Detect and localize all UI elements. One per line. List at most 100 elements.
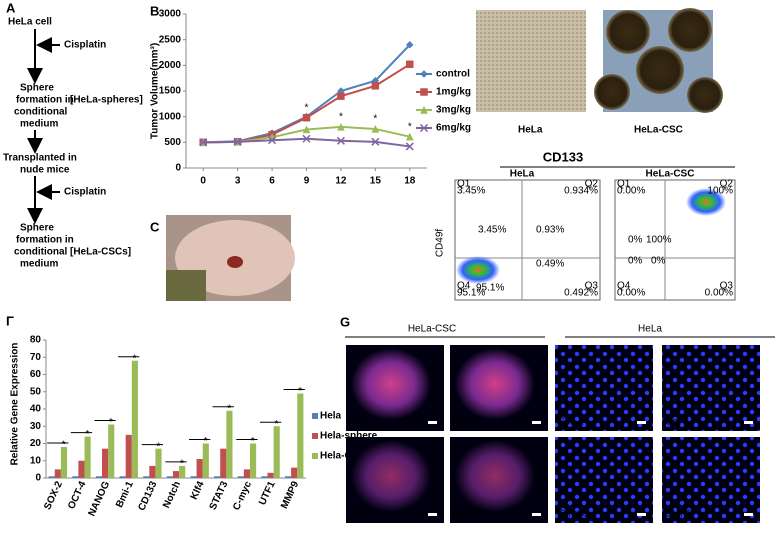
x-tick-label: 12: [335, 176, 347, 187]
quadrant-small-label: 0.934%: [564, 186, 598, 197]
quadrant: 0%: [628, 235, 643, 246]
sphere-stain: [455, 348, 535, 420]
annotation: *: [408, 121, 412, 132]
quadrant-small-label: 0.00%: [705, 288, 733, 299]
bar: [179, 465, 186, 478]
photos: HeLa HeLa-CSC: [476, 8, 723, 136]
cyto-ylabel: CD49f: [435, 229, 446, 258]
drug: Cisplatin: [64, 187, 106, 198]
hand: [166, 270, 206, 301]
significance: *: [62, 440, 66, 451]
bar: [60, 446, 68, 478]
bar: [226, 410, 233, 478]
bar: [95, 476, 103, 478]
x-tick-label: 6: [269, 176, 275, 187]
flow-start: HeLa cell: [8, 17, 52, 28]
mouse-photo: [166, 215, 295, 301]
legend-label: 3mg/kg: [436, 105, 471, 116]
flow-step: Sphere formation in conditional medium: [14, 83, 74, 130]
group-label: HeLa: [638, 324, 662, 335]
bar: [48, 476, 55, 478]
point: [420, 88, 428, 96]
bar: [131, 360, 138, 478]
cell-cloud: [686, 188, 726, 216]
tile-label: -myc: [349, 509, 371, 520]
scale-bar: [637, 513, 646, 516]
scale-bar: [428, 513, 437, 516]
bar: [214, 476, 221, 478]
scale-bar: [532, 421, 541, 424]
bar: [284, 476, 292, 478]
y-axis-label: Tumor Volume(mm³): [150, 43, 161, 139]
scale-bar: [744, 421, 753, 424]
point: [371, 137, 380, 146]
quadrant-small: Q13.45%Q20.934%Q30.492%Q495.1%Q10.00%Q21…: [457, 179, 733, 299]
bar: [220, 448, 227, 478]
significance: *: [85, 429, 89, 440]
x-tick-label: C-myc: [231, 479, 254, 512]
bar: [155, 448, 162, 478]
significance: *: [156, 441, 160, 452]
x-tick-label: 15: [370, 176, 382, 187]
quadrant-small-label: Q1: [457, 179, 471, 190]
quadrant: 0%: [628, 256, 643, 267]
flow-step-line: nude mice: [20, 165, 70, 176]
tile-label: Sox-2: [558, 417, 585, 428]
quadrant-small-label: 3.45%: [457, 186, 485, 197]
legend-label: control: [436, 69, 470, 80]
bar: [172, 471, 180, 478]
sphere: [668, 8, 712, 52]
point: [302, 134, 311, 143]
bar: [273, 426, 280, 478]
tile-label: BMI-1: [665, 509, 692, 520]
flow-diagram: A HeLa cell Cisplatin Sphere formation i…: [3, 0, 143, 269]
flow-step-line: conditional: [14, 247, 68, 258]
significance: *: [109, 417, 113, 428]
scale-bar: [637, 421, 646, 424]
quadrant-small-label: Q4: [617, 281, 631, 292]
y-tick-label: 30: [30, 421, 42, 432]
bar: [125, 434, 132, 478]
significance: *: [133, 353, 137, 364]
y-tick-label: 60: [30, 369, 42, 380]
x-tick-label: OCT-4: [66, 479, 89, 511]
significance: *: [251, 436, 255, 447]
quadrant: 0%: [651, 256, 666, 267]
cell-cloud: [456, 256, 500, 284]
x-tick-label: UTF1: [257, 479, 278, 507]
y-axis-label: Relative Gene Expression: [10, 343, 21, 466]
y-tick-label: 80: [30, 335, 42, 346]
annotation: *: [339, 112, 343, 123]
panel-label: G: [340, 314, 350, 329]
bar: [102, 448, 109, 478]
cyto-name: HeLa-CSC: [646, 169, 695, 180]
tile-label: ox-2: [349, 417, 369, 428]
sphere-stain: [351, 348, 431, 420]
sphere: [636, 46, 684, 94]
flow-step-line: medium: [20, 119, 58, 130]
significance: *: [180, 459, 184, 470]
y-tick-label: 0: [35, 473, 41, 484]
y-tick-label: 1000: [159, 111, 182, 122]
panel-label: A: [6, 0, 16, 15]
photo-label: HeLa: [518, 125, 543, 136]
cyto-name: HeLa: [510, 169, 535, 180]
significance: *: [298, 386, 302, 397]
quadrant-small-label: Q3: [720, 281, 734, 292]
flow-product: [HeLa-spheres]: [70, 95, 143, 106]
nuclei-stain: [662, 345, 760, 431]
quadrant-small-label: 100%: [707, 186, 733, 197]
y-tick-label: 3000: [159, 9, 182, 20]
point: [405, 132, 414, 141]
quadrant-small-label: Q3: [585, 281, 599, 292]
flow-step-line: medium: [20, 259, 58, 270]
y-tick-label: 1500: [159, 86, 182, 97]
significance: *: [204, 436, 208, 447]
legend-swatch: [312, 453, 318, 459]
legend-swatch: [312, 413, 318, 419]
quadrant: 3.45%: [478, 225, 506, 236]
cyto-title: CD133: [543, 149, 583, 164]
tile-label: BMI-1: [453, 509, 480, 520]
quadrant-small-label: Q4: [457, 281, 471, 292]
